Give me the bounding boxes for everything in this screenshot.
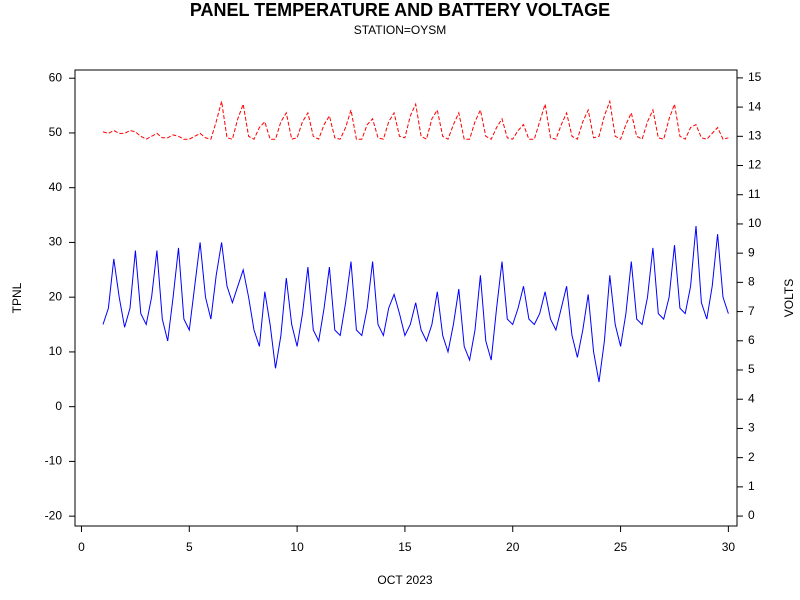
y2-tick-label: 10 (748, 216, 762, 230)
y-axis-label: TPNL (10, 282, 24, 313)
y2-tick-label: 14 (748, 99, 762, 113)
x-tick-label: 0 (78, 540, 85, 554)
x-axis-label: OCT 2023 (377, 573, 432, 587)
y-tick-label: 60 (49, 70, 63, 84)
y-tick-label: -10 (45, 454, 63, 468)
x-tick-label: 5 (186, 540, 193, 554)
y2-tick-label: 4 (748, 391, 755, 405)
data-line (102, 225, 729, 383)
y2-tick-label: 15 (748, 70, 762, 84)
y-tick-label: 0 (55, 399, 62, 413)
y2-tick-label: 2 (748, 450, 755, 464)
y-tick-label: -20 (45, 508, 63, 522)
plot-frame (74, 69, 738, 527)
x-tick-label: 20 (506, 540, 520, 554)
y2-tick-label: 1 (748, 479, 755, 493)
x-tick-label: 15 (398, 540, 412, 554)
y2-tick-label: 12 (748, 158, 762, 172)
y2-tick-label: 8 (748, 275, 755, 289)
y2-tick-label: 0 (748, 508, 755, 522)
y2-axis-label: VOLTS (782, 279, 796, 317)
y2-tick-label: 13 (748, 128, 762, 142)
y2-tick-label: 7 (748, 304, 755, 318)
y-tick-label: 30 (49, 235, 63, 249)
chart-subtitle: STATION=OYSM (354, 23, 447, 37)
y2-tick-label: 5 (748, 362, 755, 376)
x-tick-label: 30 (722, 540, 736, 554)
y2-tick-label: 11 (748, 187, 761, 201)
y2-tick-label: 9 (748, 245, 755, 259)
y2-tick-label: 6 (748, 333, 755, 347)
chart-title: PANEL TEMPERATURE AND BATTERY VOLTAGE (190, 0, 610, 20)
y-tick-label: 20 (49, 289, 63, 303)
y-tick-label: 40 (49, 180, 63, 194)
x-tick-label: 10 (290, 540, 304, 554)
y2-tick-label: 3 (748, 421, 755, 435)
y-tick-label: 50 (49, 125, 63, 139)
x-tick-label: 25 (614, 540, 628, 554)
y-tick-label: 10 (49, 344, 63, 358)
data-line (102, 99, 729, 140)
